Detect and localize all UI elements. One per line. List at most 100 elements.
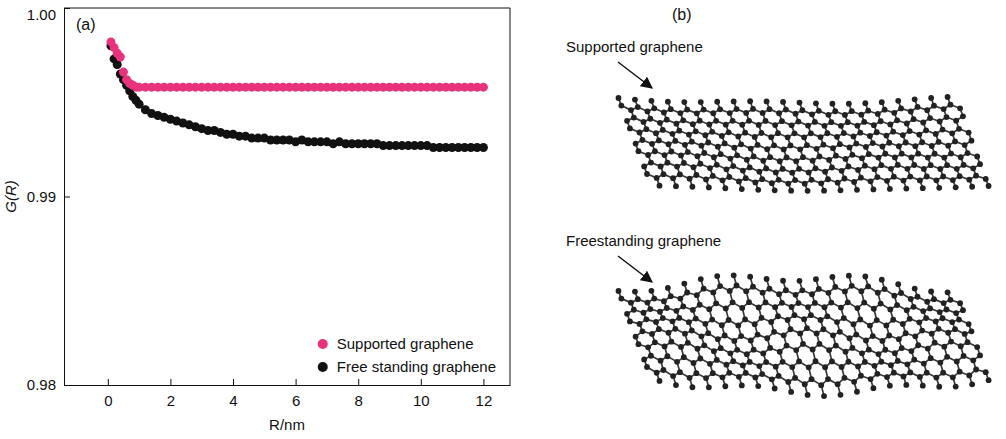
atom <box>920 308 926 314</box>
atom <box>618 296 624 302</box>
atom <box>666 141 672 147</box>
atom <box>878 118 884 124</box>
atom <box>904 121 910 127</box>
atom <box>863 144 869 150</box>
atom <box>747 98 753 104</box>
atom <box>649 141 655 147</box>
atom <box>780 359 786 365</box>
atom <box>701 150 707 156</box>
atom <box>768 319 774 325</box>
atom <box>953 184 959 190</box>
atom <box>764 99 770 105</box>
atom <box>645 344 651 350</box>
atom <box>748 338 754 344</box>
legend: Supported grapheneFree standing graphene <box>318 335 496 375</box>
atom <box>641 357 647 363</box>
atom <box>920 185 926 191</box>
atom <box>931 296 937 302</box>
atom <box>920 120 926 126</box>
atom <box>824 313 830 319</box>
atom <box>678 153 684 159</box>
atom <box>759 176 765 182</box>
atom <box>670 318 676 324</box>
atom <box>882 286 888 292</box>
atom <box>915 294 921 300</box>
atom <box>777 349 783 355</box>
atom <box>945 289 951 295</box>
atom <box>742 130 748 136</box>
atom <box>783 107 789 113</box>
atom <box>986 377 992 383</box>
atom <box>644 171 650 177</box>
x-axis-title: R/nm <box>269 416 305 433</box>
y-tick-label: 0.99 <box>27 188 56 205</box>
atom <box>911 357 917 363</box>
atom <box>818 382 824 388</box>
atom <box>744 351 750 357</box>
atom <box>830 332 836 338</box>
atom <box>936 326 942 332</box>
atom <box>879 277 885 283</box>
atom <box>809 177 815 183</box>
atom <box>799 287 805 293</box>
atom <box>726 317 732 323</box>
atom <box>891 174 897 180</box>
bonds <box>619 275 989 396</box>
atom <box>912 143 918 149</box>
atom <box>936 185 942 191</box>
atom <box>705 330 711 336</box>
atom <box>940 315 946 321</box>
atom <box>945 94 951 100</box>
atom <box>905 361 911 367</box>
atom <box>673 382 679 388</box>
atom <box>800 341 806 347</box>
atom <box>747 164 753 170</box>
atom <box>858 175 864 181</box>
atom <box>834 134 840 140</box>
bonds <box>619 97 989 191</box>
atom <box>661 367 667 373</box>
atom <box>780 278 786 284</box>
atom <box>890 317 896 323</box>
atom <box>822 364 828 370</box>
atom <box>842 112 848 118</box>
atom <box>792 130 798 136</box>
x-tick: 8 <box>355 379 363 409</box>
atom <box>657 183 663 189</box>
atom <box>752 179 758 185</box>
atom <box>882 347 888 353</box>
atom <box>900 132 906 138</box>
atom <box>969 184 975 190</box>
atom <box>677 172 683 178</box>
atom <box>769 376 775 382</box>
atom <box>908 109 914 115</box>
atom <box>653 319 659 325</box>
atom <box>822 123 828 129</box>
atom <box>866 347 872 353</box>
atom <box>643 126 649 132</box>
atom <box>953 118 959 124</box>
atom <box>960 113 966 119</box>
atom <box>870 140 876 146</box>
atom <box>698 99 704 105</box>
atom <box>920 383 926 389</box>
atom <box>666 330 672 336</box>
atom <box>855 305 861 311</box>
atom <box>932 151 938 157</box>
atom <box>802 381 808 387</box>
atom <box>928 289 934 295</box>
atom <box>808 130 814 136</box>
atom <box>652 148 658 154</box>
atom <box>879 99 885 105</box>
atom <box>691 164 697 170</box>
atom <box>785 134 791 140</box>
atom <box>908 155 914 161</box>
y-tick: 0.98 <box>27 376 70 393</box>
atom <box>838 305 844 311</box>
series-0 <box>106 37 487 91</box>
atom <box>928 355 934 361</box>
atom <box>969 138 975 144</box>
atom <box>854 389 860 395</box>
atom <box>907 316 913 322</box>
atom <box>796 166 802 172</box>
